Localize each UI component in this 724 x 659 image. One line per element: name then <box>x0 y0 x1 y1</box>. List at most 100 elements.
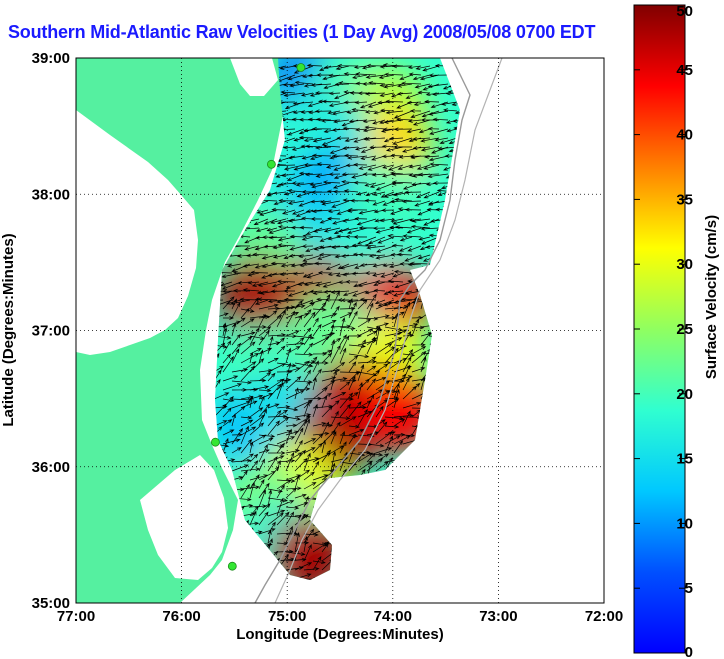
velocity-arrow <box>432 92 449 97</box>
velocity-arrow <box>368 253 386 258</box>
velocity-arrow <box>313 361 329 365</box>
velocity-arrow <box>279 272 296 277</box>
velocity-arrow <box>375 405 384 418</box>
velocity-arrow <box>303 567 320 571</box>
velocity-arrow <box>406 128 422 134</box>
velocity-arrow <box>222 437 229 454</box>
velocity-arrow <box>336 209 350 215</box>
velocity-arrow <box>425 92 440 97</box>
velocity-arrow <box>411 218 431 223</box>
velocity-arrow <box>291 209 305 215</box>
velocity-arrow <box>348 310 358 328</box>
velocity-arrow <box>278 198 296 203</box>
velocity-arrow <box>231 298 237 310</box>
velocity-arrow <box>325 164 341 169</box>
velocity-arrow <box>390 252 404 257</box>
velocity-arrow <box>296 191 314 198</box>
velocity-arrow <box>356 218 377 226</box>
velocity-arrow <box>344 137 359 143</box>
velocity-arrow <box>411 182 431 187</box>
velocity-arrow <box>359 101 377 109</box>
velocity-arrow <box>267 521 276 535</box>
x-tick-label: 75:00 <box>268 608 306 625</box>
velocity-arrow <box>356 236 377 245</box>
velocity-arrow <box>394 281 413 289</box>
velocity-arrow <box>398 245 413 252</box>
velocity-arrow <box>384 326 404 332</box>
velocity-arrow <box>270 218 287 224</box>
velocity-arrow <box>258 408 267 427</box>
velocity-arrow <box>312 556 322 571</box>
velocity-arrow <box>271 207 287 212</box>
velocity-arrow <box>418 172 440 177</box>
map-title: Southern Mid-Atlantic Raw Velocities (1 … <box>8 22 596 42</box>
velocity-arrow <box>372 272 386 277</box>
velocity-arrow <box>402 301 411 319</box>
velocity-arrow <box>321 320 337 328</box>
velocity-arrow <box>339 335 350 355</box>
velocity-arrow <box>357 452 373 463</box>
velocity-arrow <box>337 63 359 68</box>
x-tick-label: 77:00 <box>57 608 95 625</box>
velocity-arrow <box>258 458 265 472</box>
velocity-arrow <box>286 173 305 181</box>
velocity-arrow <box>412 74 431 81</box>
velocity-arrow <box>215 392 230 400</box>
velocity-arrow <box>309 182 323 187</box>
velocity-arrow <box>237 280 251 285</box>
velocity-arrow <box>285 376 302 391</box>
velocity-arrow <box>372 263 386 268</box>
velocity-arrow <box>302 254 323 262</box>
velocity-arrow <box>323 227 341 233</box>
velocity-arrow <box>295 182 314 187</box>
velocity-arrow <box>305 144 323 149</box>
velocity-arrow <box>306 272 323 279</box>
velocity-arrow <box>339 334 347 346</box>
velocity-arrow <box>287 200 305 205</box>
velocity-arrow <box>317 254 332 260</box>
velocity-arrow <box>440 101 458 106</box>
velocity-arrow <box>347 207 368 212</box>
velocity-arrow <box>285 362 292 382</box>
velocity-arrow <box>319 199 332 204</box>
velocity-arrow <box>321 352 333 364</box>
velocity-arrow <box>312 433 324 445</box>
velocity-arrow <box>310 83 332 87</box>
velocity-arrow <box>231 302 241 319</box>
velocity-arrow <box>249 474 260 490</box>
velocity-arrow <box>359 297 377 302</box>
velocity-arrow <box>368 81 386 85</box>
velocity-arrow <box>402 199 422 204</box>
velocity-arrow <box>375 421 388 436</box>
velocity-arrow <box>307 117 323 122</box>
velocity-arrow <box>319 236 332 242</box>
velocity-arrow <box>357 364 365 382</box>
velocity-arrow <box>249 395 254 409</box>
velocity-arrow <box>402 433 416 438</box>
velocity-arrow <box>314 261 332 266</box>
velocity-arrow <box>392 272 404 278</box>
velocity-arrow <box>345 279 359 284</box>
velocity-arrow <box>354 146 368 151</box>
velocity-arrow <box>406 100 422 105</box>
velocity-arrow <box>231 447 242 454</box>
velocity-arrow <box>367 164 386 171</box>
velocity-arrow <box>432 117 449 122</box>
velocity-arrow <box>357 378 370 391</box>
velocity-arrow <box>240 419 254 427</box>
velocity-arrow <box>323 144 341 149</box>
velocity-arrow <box>303 532 319 537</box>
velocity-arrow <box>249 297 259 310</box>
velocity-arrow <box>294 314 303 328</box>
velocity-arrow <box>365 271 377 276</box>
velocity-arrow <box>357 450 371 455</box>
velocity-arrow <box>358 209 377 215</box>
velocity-arrow <box>293 164 314 171</box>
velocity-arrow <box>331 200 350 208</box>
velocity-arrow <box>267 383 282 400</box>
velocity-arrow <box>394 197 413 202</box>
velocity-arrow <box>310 190 332 195</box>
velocity-arrow <box>240 331 256 337</box>
velocity-arrow <box>330 410 339 427</box>
velocity-arrow <box>380 272 395 278</box>
